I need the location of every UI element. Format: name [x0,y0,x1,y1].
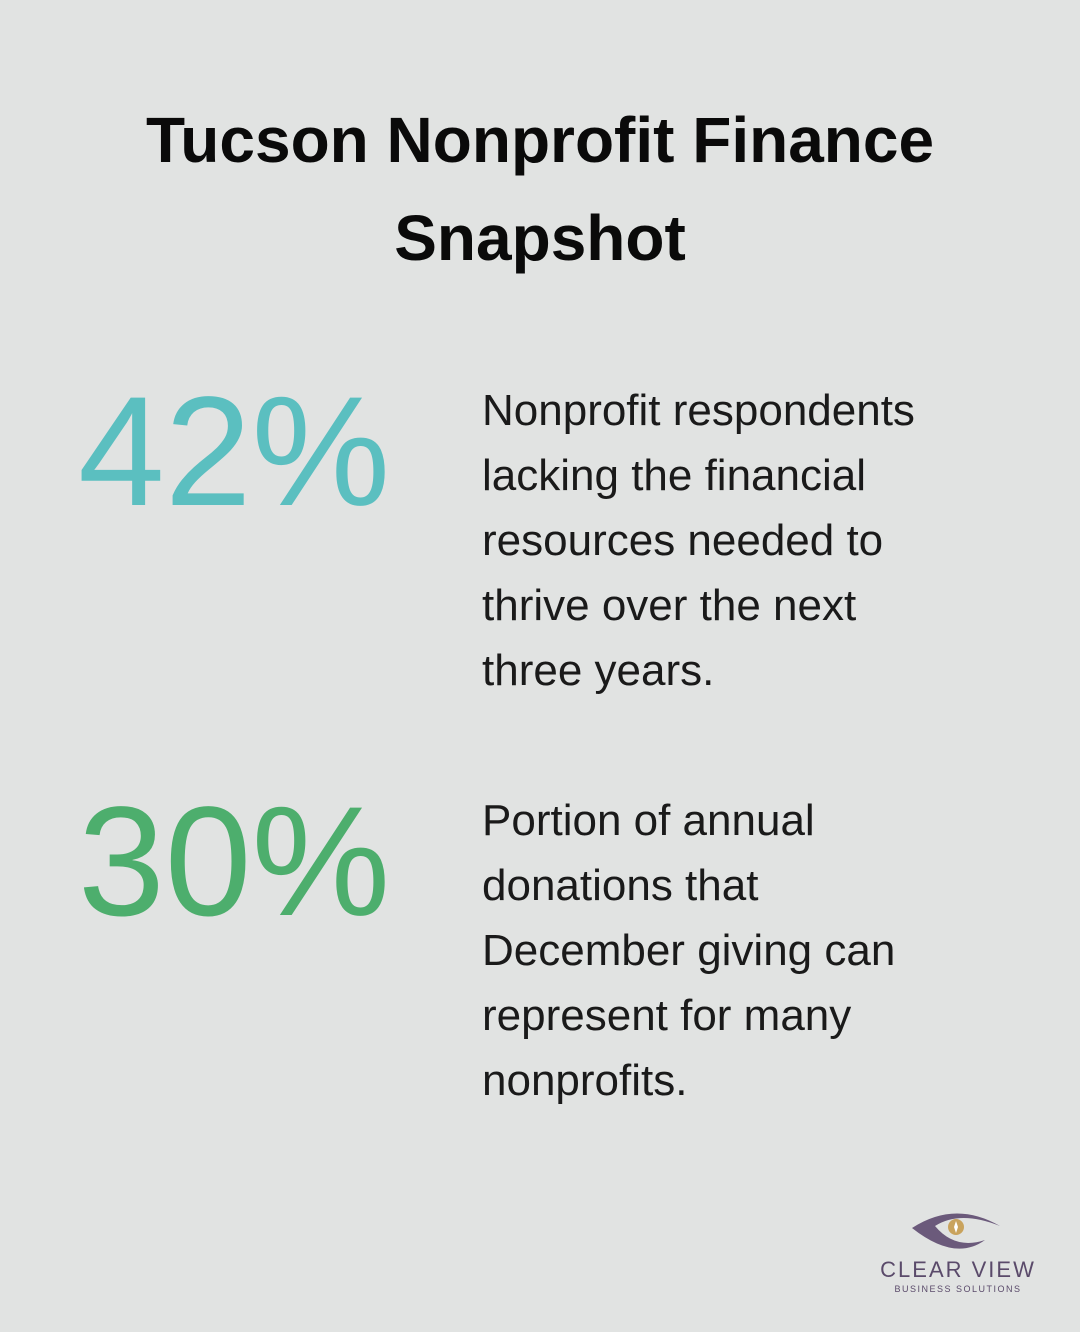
title: Snapshot [394,202,686,274]
stat-description: three years. [482,646,714,695]
stat-figure: 30% [78,775,390,949]
stat-description: Portion of annual [482,796,815,845]
stat-description: represent for many [482,991,851,1040]
logo-tagline: BUSINESS SOLUTIONS [894,1284,1021,1294]
logo-eye [912,1213,1000,1249]
stat-figure: 42% [78,365,390,539]
stat-description: nonprofits. [482,1056,687,1105]
logo-name: CLEAR VIEW [880,1257,1036,1282]
stat-description: resources needed to [482,516,883,565]
logo-spark [954,1221,958,1233]
stat-description: lacking the financial [482,451,866,500]
stat-description: donations that [482,861,758,910]
logo: CLEAR VIEW BUSINESS SOLUTIONS [880,1213,1036,1294]
stat-description: thrive over the next [482,581,856,630]
stat-description: December giving can [482,926,895,975]
stat-description: Nonprofit respondents [482,386,915,435]
title: Tucson Nonprofit Finance [146,104,934,176]
